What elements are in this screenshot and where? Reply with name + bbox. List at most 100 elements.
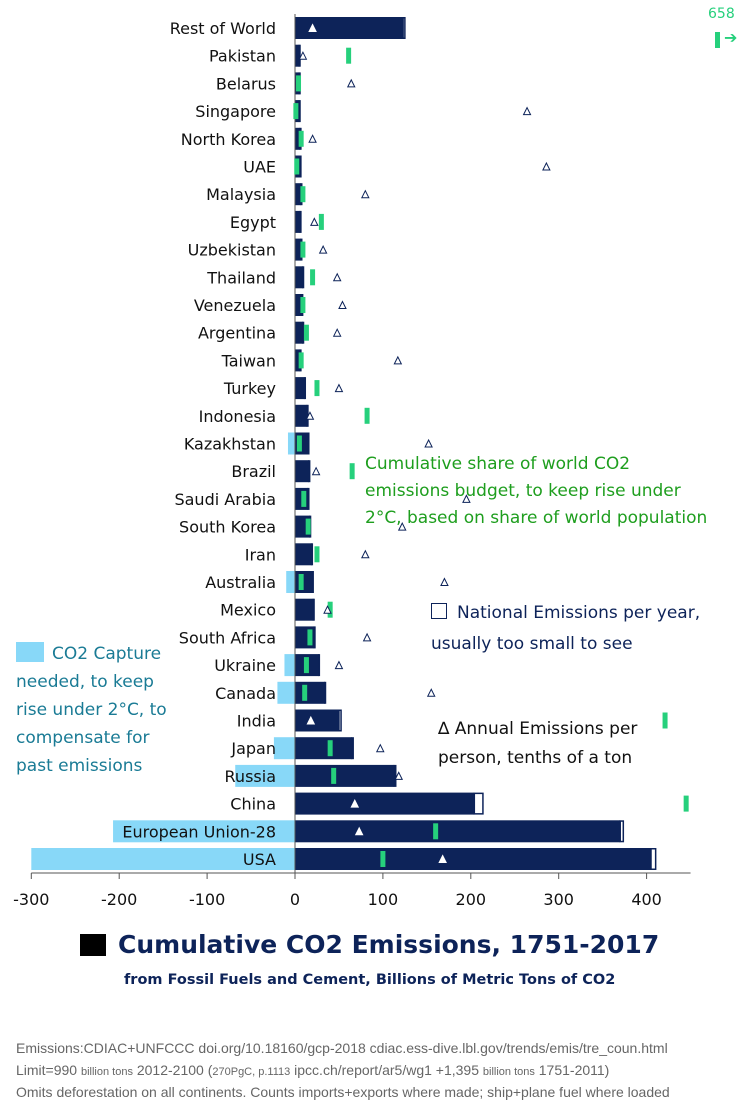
per-person-marker — [332, 272, 342, 282]
category-label: Saudi Arabia — [174, 490, 276, 509]
annual-emissions-bar — [402, 17, 406, 39]
annual-emissions-bar — [298, 100, 301, 123]
budget-share-marker — [310, 269, 316, 286]
category-label: Egypt — [230, 213, 276, 232]
annual-emissions-bar — [650, 848, 657, 870]
cumulative-bar — [295, 598, 314, 621]
budget-share-marker — [300, 186, 306, 203]
x-tick-label: 100 — [368, 890, 399, 909]
per-person-marker — [361, 549, 370, 559]
annual-emissions-bar — [307, 487, 310, 510]
category-label: Kazakhstan — [184, 435, 276, 454]
cumulative-bar — [295, 349, 301, 372]
per-person-marker — [308, 23, 317, 32]
footnote-line: Emissions:CDIAC+UNFCCC doi.org/10.18160/… — [16, 1040, 668, 1056]
national-emissions-annotation: National Emissions per year, usually too… — [431, 598, 700, 660]
capture-bar — [284, 654, 295, 677]
category-label: Rest of World — [170, 19, 276, 38]
capture-annotation-line: compensate for — [16, 728, 150, 748]
annual-emissions-bar — [313, 626, 316, 649]
budget-share-marker — [296, 75, 302, 92]
cumulative-bar — [295, 183, 302, 206]
budget-annotation-line: Cumulative share of world CO2 — [365, 454, 631, 474]
capture-annotation-line: needed, to keep — [16, 672, 154, 692]
per-person-marker — [334, 660, 344, 670]
x-tick-label: 0 — [290, 890, 300, 909]
chart-title: Cumulative CO2 Emissions, 1751-2017 — [118, 930, 660, 959]
category-label: Canada — [215, 684, 276, 703]
cumulative-bar — [295, 377, 305, 400]
national-annotation-line: usually too small to see — [431, 634, 633, 654]
per-person-marker — [394, 771, 404, 780]
budget-share-marker — [298, 352, 304, 369]
capture-bar — [113, 820, 295, 843]
annual-emissions-bar — [338, 709, 342, 732]
category-label: Pakistan — [209, 47, 276, 66]
category-label: South Africa — [179, 628, 276, 647]
budget-share-marker — [298, 130, 304, 147]
annual-emissions-bar — [302, 321, 305, 344]
per-person-marker — [424, 438, 433, 448]
budget-share-marker — [307, 629, 313, 646]
budget-share-marker — [302, 684, 308, 701]
arrow-right-icon: ➔ — [724, 28, 738, 47]
cumulative-bar — [295, 238, 302, 261]
per-person-marker — [306, 715, 316, 725]
annual-emissions-bar — [307, 432, 310, 455]
per-person-marker — [426, 688, 436, 697]
capture-bar — [286, 571, 295, 593]
capture-bar — [273, 737, 295, 760]
budget-share-marker — [300, 241, 306, 258]
cumulative-bar — [295, 792, 475, 815]
capture-swatch-icon — [16, 642, 44, 662]
x-tick-label: -200 — [101, 890, 137, 909]
capture-bar — [277, 681, 295, 704]
per-person-marker — [311, 466, 321, 476]
annual-emissions-bar — [302, 266, 305, 289]
budget-share-marker — [364, 407, 370, 424]
per-person-marker — [522, 106, 532, 116]
category-label: Mexico — [220, 601, 276, 620]
category-label: North Korea — [181, 130, 276, 149]
category-label: Taiwan — [221, 351, 276, 370]
budget-share-marker — [298, 574, 304, 590]
cumulative-bar — [295, 266, 303, 289]
category-label: China — [230, 795, 276, 814]
budget-share-marker — [305, 518, 311, 535]
outlier-value-label: 658 — [708, 6, 735, 22]
category-label: Brazil — [231, 462, 276, 481]
per-person-marker — [362, 632, 372, 642]
per-person-marker — [542, 161, 551, 171]
budget-annotation-line: 2°C, based on share of world population — [365, 508, 708, 528]
per-person-annotation-line: ∆ Annual Emissions per — [438, 719, 638, 739]
cumulative-bar — [295, 460, 310, 483]
outline-box-icon — [431, 603, 447, 619]
category-label: Malaysia — [206, 185, 276, 204]
per-person-marker — [393, 355, 403, 365]
capture-bar — [31, 848, 296, 870]
budget-share-marker — [433, 823, 439, 840]
capture-annotation-line: rise under 2°C, to — [16, 700, 167, 720]
cumulative-bar — [295, 571, 313, 593]
category-label: Japan — [230, 739, 276, 758]
cumulative-bar — [295, 543, 312, 566]
per-person-marker — [354, 826, 364, 836]
budget-share-marker — [303, 657, 309, 674]
budget-share-marker — [294, 158, 300, 175]
cumulative-bar — [295, 404, 308, 427]
annual-emissions-bar — [308, 460, 311, 483]
budget-share-marker — [662, 712, 668, 729]
capture-bar — [287, 432, 295, 455]
annual-emissions-bar — [351, 737, 354, 760]
per-person-annotation-line: person, tenths of a ton — [438, 748, 633, 768]
footnote-line: Limit=990 billion tons 2012-2100 (270PgC… — [16, 1062, 610, 1078]
cumulative-bar — [295, 820, 621, 843]
per-person-marker — [298, 51, 308, 60]
budget-share-marker — [314, 546, 320, 563]
category-label: European Union-28 — [122, 822, 276, 841]
budget-share-marker — [349, 463, 355, 480]
annual-emissions-bar — [324, 681, 327, 704]
per-person-marker — [323, 605, 332, 614]
x-tick-label: -300 — [13, 890, 49, 909]
annual-emissions-bar — [619, 820, 625, 843]
